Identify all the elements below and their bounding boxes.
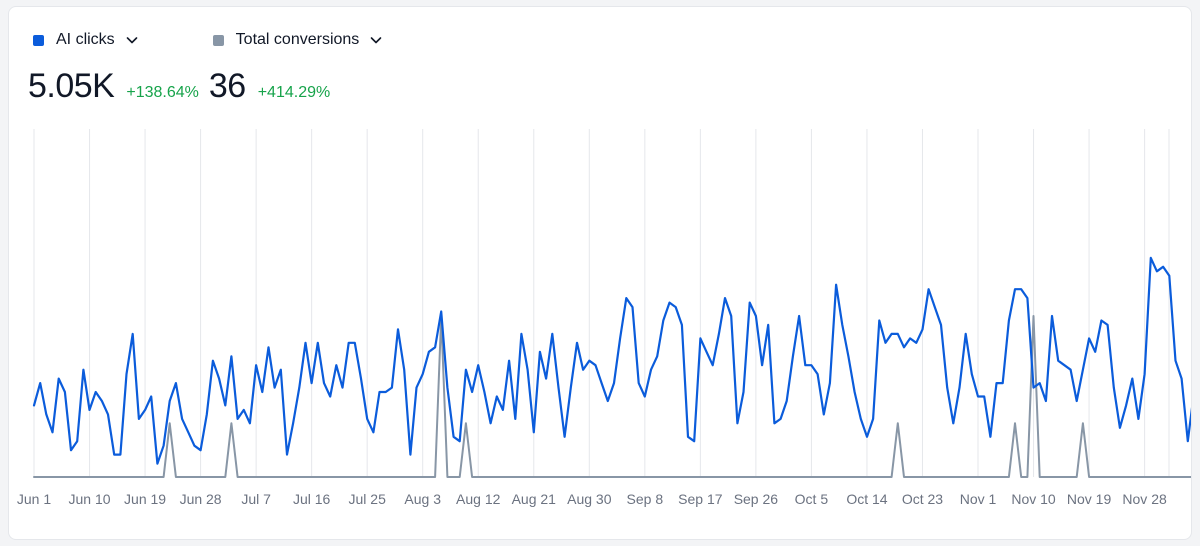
x-tick-label: Jul 16 bbox=[293, 491, 331, 507]
x-tick-label: Sep 26 bbox=[734, 491, 779, 507]
x-tick-label: Oct 5 bbox=[795, 491, 829, 507]
x-tick-label: Jun 1 bbox=[17, 491, 51, 507]
x-tick-label: Aug 30 bbox=[567, 491, 612, 507]
legend-item-ai-clicks[interactable]: AI clicks bbox=[33, 31, 139, 49]
x-tick-label: Jun 19 bbox=[124, 491, 166, 507]
chevron-down-icon[interactable] bbox=[125, 33, 139, 47]
total-conversions-swatch bbox=[212, 34, 224, 46]
x-tick-label: Sep 17 bbox=[678, 491, 723, 507]
conversions-change: +414.29% bbox=[257, 84, 331, 101]
chevron-down-icon[interactable] bbox=[369, 33, 383, 47]
x-tick-label: Aug 21 bbox=[512, 491, 557, 507]
series-line-ai-clicks bbox=[32, 256, 1191, 465]
x-tick-label: Nov 10 bbox=[1011, 491, 1056, 507]
legend-label: Total conversions bbox=[235, 31, 360, 48]
x-tick-label: Nov 1 bbox=[960, 491, 997, 507]
x-tick-label: Jul 25 bbox=[349, 491, 387, 507]
series-line-total-conversions bbox=[33, 315, 1191, 478]
x-axis-labels: Jun 1 Jun 10 Jun 19 Jun 28 Jul 7 Jul 16 Jul 25… bbox=[17, 491, 1167, 507]
ai-clicks-change: +138.64% bbox=[126, 84, 199, 101]
stats-row: 5.05K +138.64% 36 +414.29% bbox=[28, 67, 340, 106]
x-tick-label: Oct 23 bbox=[902, 491, 943, 507]
legend-item-total-conversions[interactable]: Total conversions bbox=[212, 31, 384, 49]
ai-clicks-swatch bbox=[33, 34, 44, 46]
chart-card: Jun 1 Jun 10 Jun 19 Jun 28 Jul 7 Jul 16 Jul 25… bbox=[8, 6, 1192, 540]
legend: AI clicks Total conversions bbox=[33, 31, 457, 49]
x-tick-label: Oct 14 bbox=[846, 491, 887, 507]
x-tick-label: Aug 12 bbox=[456, 491, 501, 507]
x-tick-label: Nov 28 bbox=[1122, 491, 1167, 507]
conversions-total: 36 bbox=[208, 67, 246, 105]
x-tick-label: Nov 19 bbox=[1067, 491, 1112, 507]
x-tick-label: Jun 28 bbox=[180, 491, 222, 507]
x-tick-label: Aug 3 bbox=[404, 491, 441, 507]
x-tick-label: Sep 8 bbox=[627, 491, 664, 507]
x-tick-label: Jun 10 bbox=[69, 491, 111, 507]
line-chart: Jun 1 Jun 10 Jun 19 Jun 28 Jul 7 Jul 16 Jul 25… bbox=[17, 129, 1191, 507]
ai-clicks-total: 5.05K bbox=[28, 67, 115, 105]
x-tick-label: Jul 7 bbox=[241, 491, 271, 507]
gridlines bbox=[33, 129, 1170, 477]
legend-label: AI clicks bbox=[56, 31, 115, 48]
